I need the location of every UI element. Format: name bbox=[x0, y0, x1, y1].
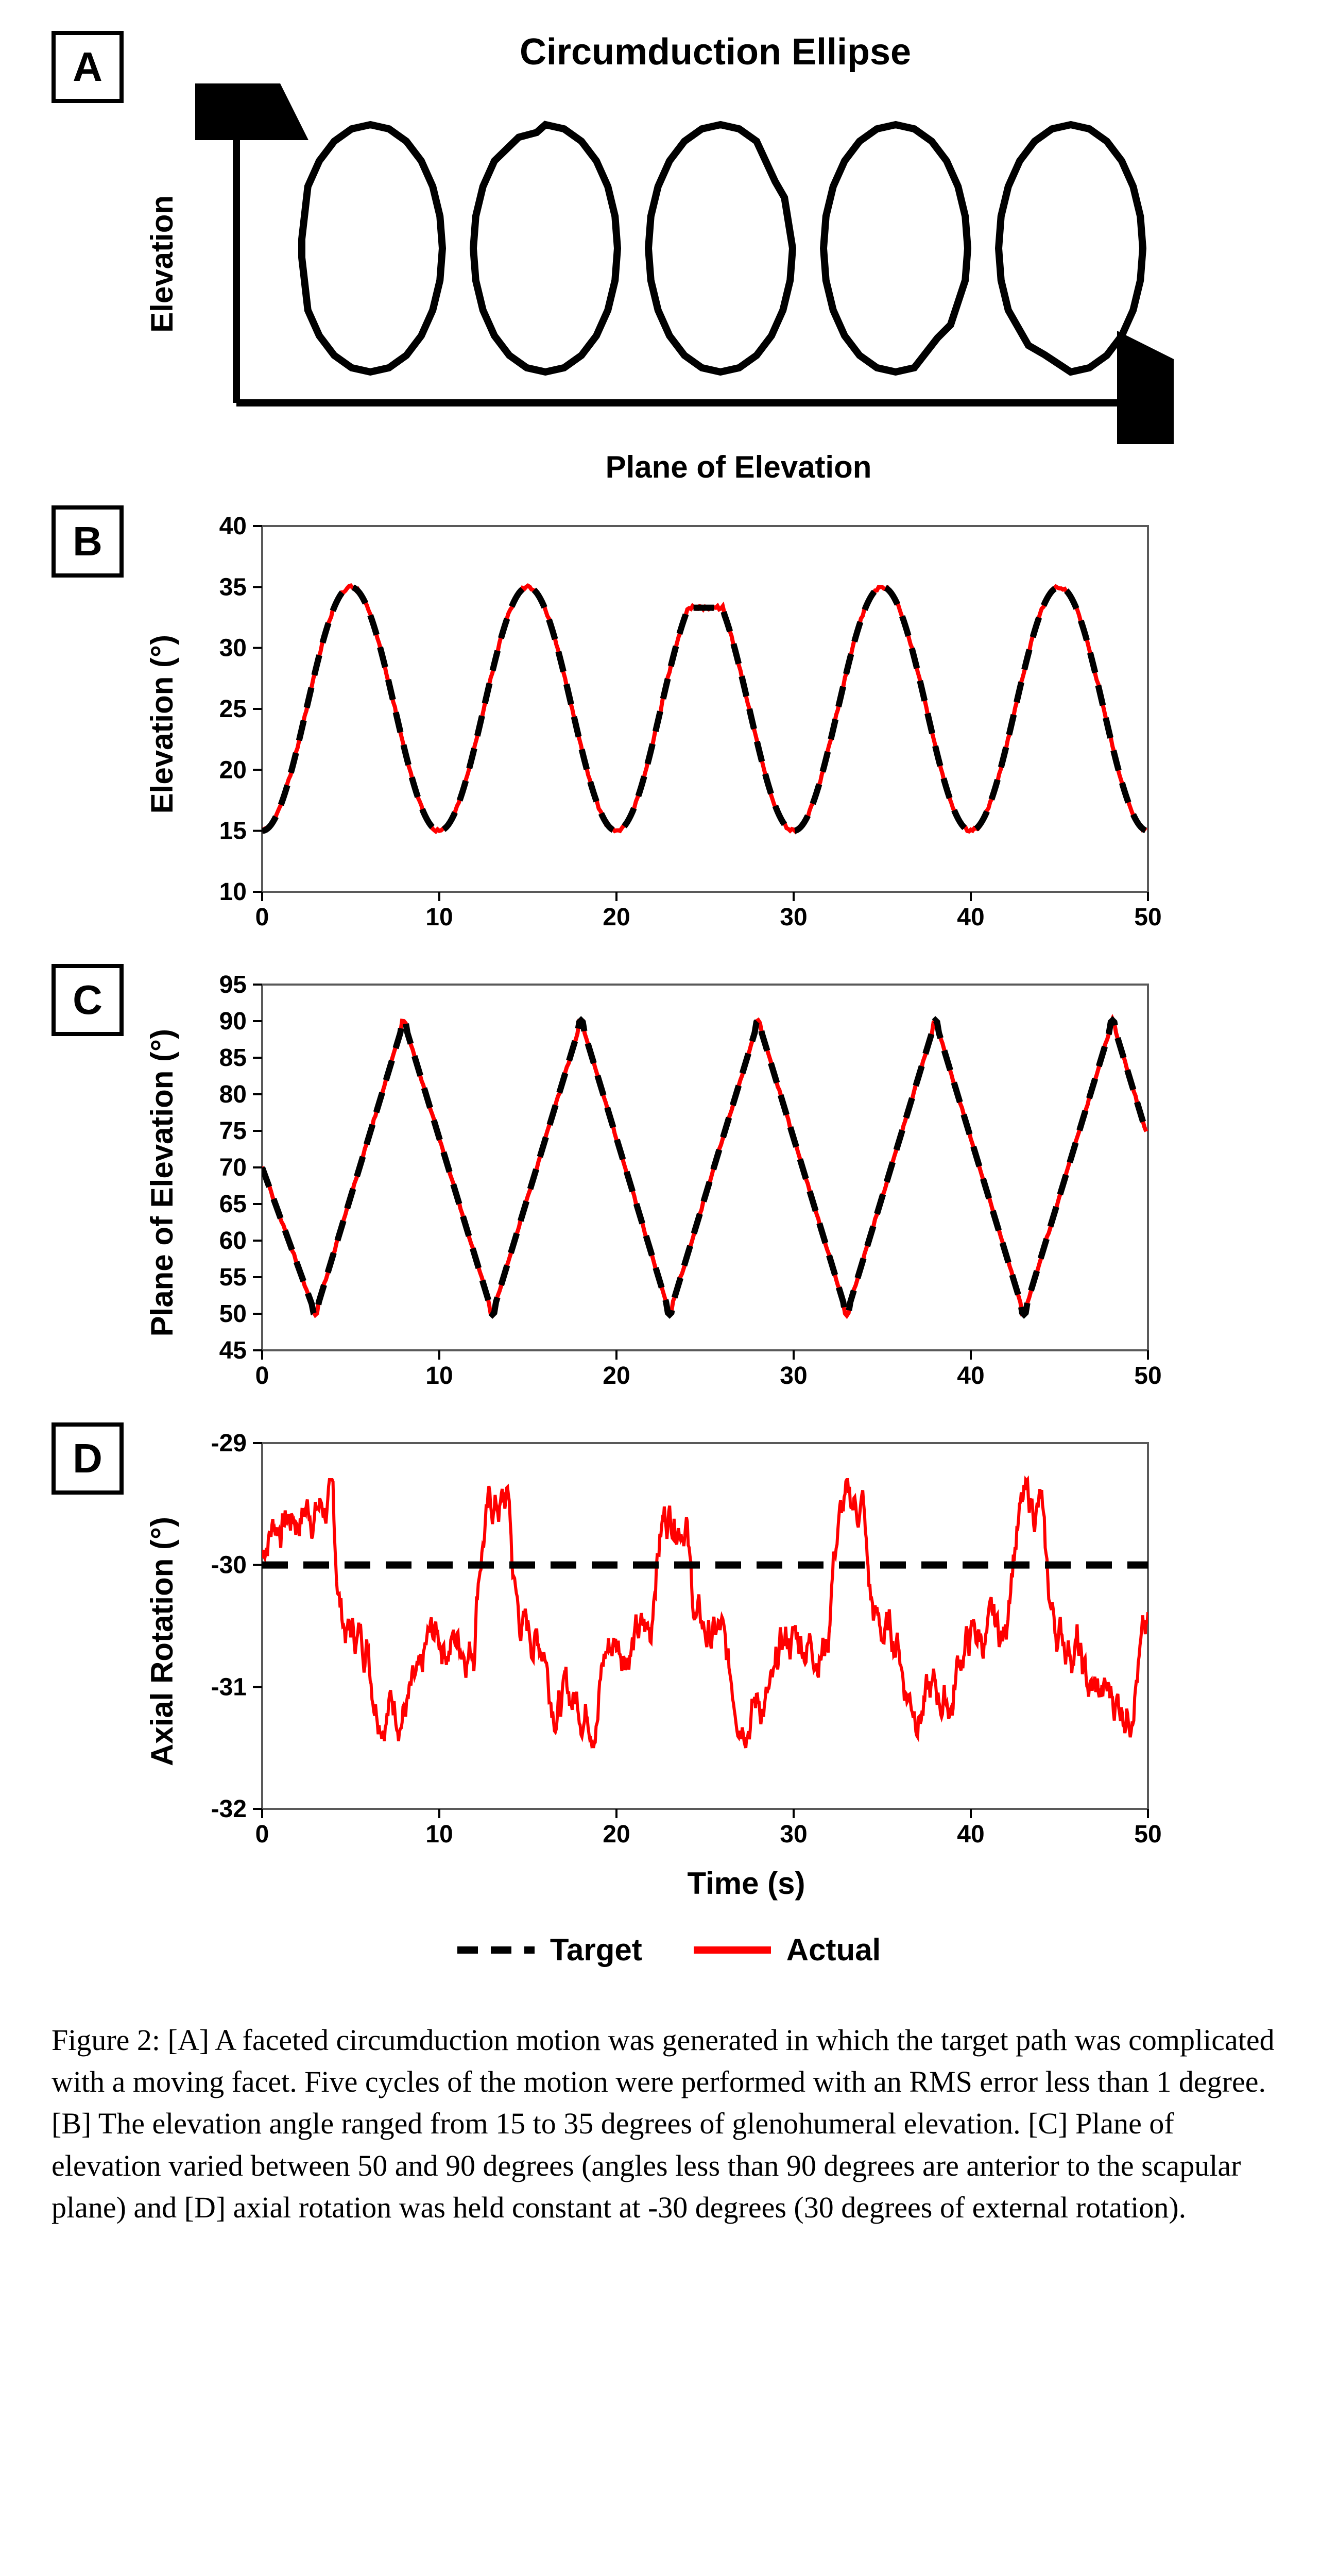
panel-a-xlabel: Plane of Elevation bbox=[191, 449, 1286, 485]
svg-text:25: 25 bbox=[219, 696, 247, 723]
legend: Target Actual bbox=[52, 1932, 1286, 1968]
svg-text:10: 10 bbox=[425, 904, 453, 931]
svg-text:55: 55 bbox=[219, 1264, 247, 1291]
legend-actual-line bbox=[694, 1945, 771, 1955]
figure-caption: Figure 2: [A] A faceted circumduction mo… bbox=[52, 2019, 1286, 2228]
panel-d-xlabel: Time (s) bbox=[206, 1866, 1286, 1901]
panel-c-label: C bbox=[52, 964, 124, 1036]
svg-text:40: 40 bbox=[219, 513, 247, 540]
panel-b-row: B Elevation (°) 0 10 20 30 40 50 10 15 20 25 30 35 4… bbox=[52, 505, 1286, 943]
panel-a-label: A bbox=[52, 31, 124, 103]
panel-d-ylabel: Axial Rotation (°) bbox=[144, 1517, 180, 1766]
panel-d-svg: 0 10 20 30 40 50 -32 -31 -30 -29 bbox=[190, 1422, 1169, 1860]
svg-text:30: 30 bbox=[780, 1362, 807, 1389]
svg-text:50: 50 bbox=[1134, 904, 1161, 931]
panel-b-ylabel: Elevation (°) bbox=[144, 635, 180, 814]
legend-target-line bbox=[457, 1945, 535, 1955]
svg-text:45: 45 bbox=[219, 1337, 247, 1364]
panel-a-title: Circumduction Ellipse bbox=[144, 31, 1286, 73]
panel-b-chart: Elevation (°) 0 10 20 30 40 50 10 15 20 25 30 35 40 bbox=[144, 505, 1286, 943]
figure-container: A Circumduction Ellipse Elevation Plane … bbox=[52, 31, 1286, 2228]
panel-c-row: C Plane of Elevation (°) 0 10 20 30 40 50 45 50… bbox=[52, 964, 1286, 1402]
panel-b-svg: 0 10 20 30 40 50 10 15 20 25 30 35 40 bbox=[190, 505, 1169, 943]
panel-c-chart: Plane of Elevation (°) 0 10 20 30 40 50 45 50 55… bbox=[144, 964, 1286, 1402]
legend-target: Target bbox=[457, 1932, 642, 1968]
svg-text:30: 30 bbox=[780, 904, 807, 931]
svg-text:20: 20 bbox=[603, 904, 630, 931]
panel-a-ylabel: Elevation bbox=[144, 195, 180, 333]
svg-text:30: 30 bbox=[780, 1821, 807, 1848]
svg-text:50: 50 bbox=[1134, 1362, 1161, 1389]
panel-a-chart: Circumduction Ellipse Elevation Plane of… bbox=[144, 31, 1286, 485]
svg-text:20: 20 bbox=[603, 1362, 630, 1389]
svg-text:35: 35 bbox=[219, 573, 247, 601]
svg-text:95: 95 bbox=[219, 971, 247, 998]
svg-text:0: 0 bbox=[255, 904, 269, 931]
svg-text:10: 10 bbox=[425, 1821, 453, 1848]
svg-text:-30: -30 bbox=[211, 1552, 247, 1579]
panel-d-chart: Axial Rotation (°) 0 10 20 30 40 50 -32 -31 -30 -… bbox=[144, 1422, 1286, 1901]
panel-d-label: D bbox=[52, 1422, 124, 1495]
svg-text:40: 40 bbox=[957, 904, 984, 931]
legend-actual: Actual bbox=[694, 1932, 881, 1968]
svg-text:15: 15 bbox=[219, 818, 247, 845]
panel-d-row: D Axial Rotation (°) 0 10 20 30 40 50 -32 -31 -3… bbox=[52, 1422, 1286, 1901]
legend-target-label: Target bbox=[550, 1932, 642, 1968]
svg-text:50: 50 bbox=[219, 1300, 247, 1328]
svg-text:50: 50 bbox=[1134, 1821, 1161, 1848]
svg-text:40: 40 bbox=[957, 1362, 984, 1389]
svg-text:10: 10 bbox=[219, 878, 247, 906]
svg-text:20: 20 bbox=[603, 1821, 630, 1848]
svg-text:-29: -29 bbox=[211, 1430, 247, 1457]
svg-text:90: 90 bbox=[219, 1008, 247, 1035]
svg-text:80: 80 bbox=[219, 1081, 247, 1108]
panel-a-row: A Circumduction Ellipse Elevation Plane … bbox=[52, 31, 1286, 485]
panel-b-label: B bbox=[52, 505, 124, 578]
svg-text:70: 70 bbox=[219, 1154, 247, 1181]
legend-actual-label: Actual bbox=[786, 1932, 881, 1968]
panel-c-svg: 0 10 20 30 40 50 45 50 55 60 65 70 75 80 85 90 95 bbox=[190, 964, 1169, 1402]
panel-c-ylabel: Plane of Elevation (°) bbox=[144, 1029, 180, 1336]
svg-text:75: 75 bbox=[219, 1117, 247, 1145]
svg-text:20: 20 bbox=[219, 756, 247, 784]
panel-a-svg bbox=[195, 83, 1174, 444]
svg-text:40: 40 bbox=[957, 1821, 984, 1848]
svg-text:0: 0 bbox=[255, 1821, 269, 1848]
svg-text:-31: -31 bbox=[211, 1673, 247, 1701]
svg-text:0: 0 bbox=[255, 1362, 269, 1389]
svg-text:85: 85 bbox=[219, 1044, 247, 1072]
svg-text:-32: -32 bbox=[211, 1795, 247, 1823]
svg-text:10: 10 bbox=[425, 1362, 453, 1389]
svg-text:65: 65 bbox=[219, 1191, 247, 1218]
svg-text:60: 60 bbox=[219, 1227, 247, 1255]
svg-text:30: 30 bbox=[219, 635, 247, 662]
